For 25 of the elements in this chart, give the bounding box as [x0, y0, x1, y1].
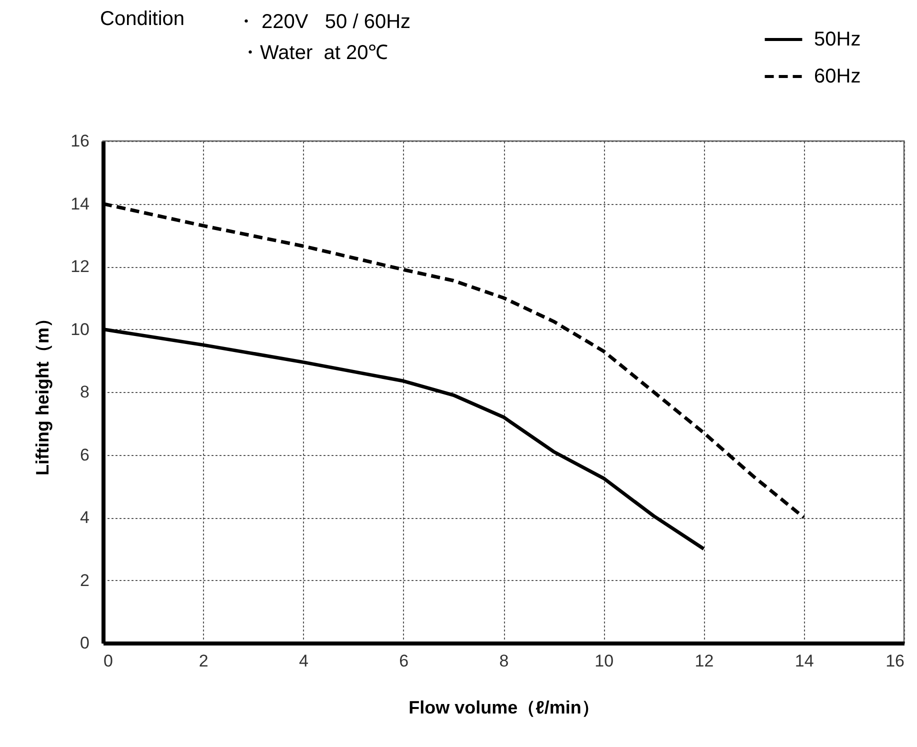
- x-tick-label: 12: [694, 652, 714, 670]
- x-tick-label: 16: [886, 652, 904, 670]
- text: ・Water at 20℃: [240, 41, 388, 66]
- x-tick-label: 0: [104, 652, 113, 670]
- y-tick-label: 16: [70, 132, 90, 150]
- y-tick-label: 2: [80, 570, 90, 590]
- y-tick-label: 8: [80, 382, 90, 402]
- y-axis-title: Lifting height（m）: [32, 310, 53, 476]
- x-tick-label: 6: [399, 652, 409, 670]
- legend-label: 60Hz: [814, 66, 861, 88]
- x-tick-label: 2: [198, 652, 208, 670]
- y-tick-label: 0: [80, 634, 90, 652]
- x-tick-label: 8: [499, 652, 509, 670]
- text: Condition: [100, 8, 185, 31]
- y-tick-label: 10: [70, 320, 90, 339]
- x-axis-title: Flow volume（ℓ/min）: [408, 698, 600, 718]
- y-tick-label: 14: [70, 194, 90, 214]
- y-tick-label: 4: [80, 508, 90, 527]
- legend-label: 50Hz: [814, 28, 861, 50]
- x-tick-label: 14: [794, 652, 814, 670]
- x-tick-label: 10: [594, 652, 614, 670]
- x-tick-label: 4: [299, 652, 308, 670]
- y-tick-label: 12: [70, 257, 90, 276]
- text: ・ 220V 50 / 60Hz: [236, 10, 411, 35]
- y-tick-label: 6: [80, 445, 90, 464]
